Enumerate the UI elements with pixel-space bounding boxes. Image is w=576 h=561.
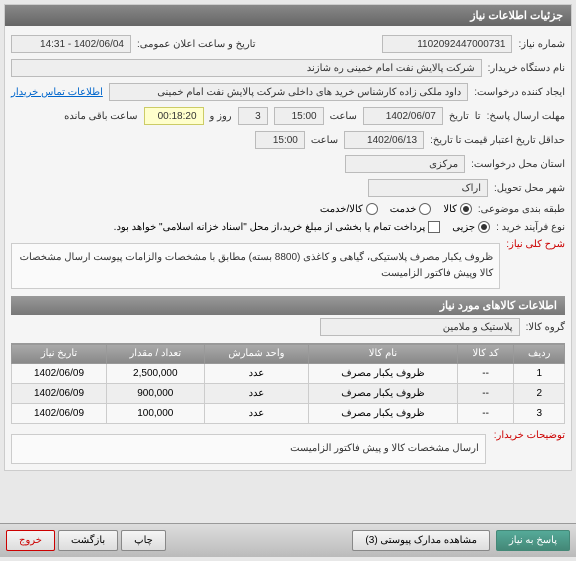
radio-khadmat-label: خدمت	[390, 204, 417, 215]
table-cell: 1402/06/09	[12, 404, 107, 424]
table-cell: 1402/06/09	[12, 384, 107, 404]
resp-deadline-label: مهلت ارسال پاسخ:	[487, 111, 565, 122]
requester-label: ایجاد کننده درخواست:	[474, 87, 565, 98]
valid-time-value: 15:00	[255, 131, 305, 149]
table-header: واحد شمارش	[204, 344, 309, 364]
goods-sub-header: اطلاعات کالاهای مورد نیاز	[11, 296, 565, 315]
province-label: استان محل درخواست:	[471, 159, 565, 170]
announce-date-label: تاریخ و ساعت اعلان عمومی:	[137, 39, 256, 50]
remaining-label: ساعت باقی مانده	[64, 111, 137, 122]
from-label: تا	[475, 111, 481, 122]
city-label: شهر محل تحویل:	[494, 183, 565, 194]
goods-group-label: گروه کالا:	[526, 322, 565, 333]
table-cell: --	[457, 384, 514, 404]
table-cell: 900,000	[107, 384, 205, 404]
ptype-label: نوع فرآیند خرید :	[496, 222, 565, 233]
table-cell: ظروف یکبار مصرف	[309, 404, 457, 424]
table-cell: --	[457, 364, 514, 384]
table-row[interactable]: 3--ظروف یکبار مصرفعدد100,0001402/06/09	[12, 404, 565, 424]
province-value: مرکزی	[345, 155, 465, 173]
day-and-label: روز و	[210, 111, 232, 122]
radio-kala[interactable]	[460, 203, 472, 215]
panel-body: شماره نیاز: 1102092447000731 تاریخ و ساع…	[5, 26, 571, 470]
table-cell: 100,000	[107, 404, 205, 424]
table-cell: 3	[514, 404, 565, 424]
table-header: کد کالا	[457, 344, 514, 364]
buyer-org-label: نام دستگاه خریدار:	[488, 63, 565, 74]
valid-date-value: 1402/06/13	[344, 131, 424, 149]
radio-kalakhadmat-label: کالا/خدمت	[320, 204, 363, 215]
goods-table: ردیفکد کالانام کالاواحد شمارشتعداد / مقد…	[11, 343, 565, 424]
buyer-notes-label: توضیحات خریدار:	[494, 430, 565, 441]
price-valid-label: حداقل تاریخ اعتبار قیمت تا تاریخ:	[430, 135, 565, 146]
radio-khadmat[interactable]	[419, 203, 431, 215]
checkbox-treasury[interactable]	[428, 221, 440, 233]
need-info-panel: جزئیات اطلاعات نیاز شماره نیاز: 11020924…	[4, 4, 572, 471]
need-desc-label: شرح کلی نیاز:	[506, 239, 565, 250]
attachments-button[interactable]: مشاهده مدارک پیوستی (3)	[352, 530, 490, 551]
table-cell: 1402/06/09	[12, 364, 107, 384]
requester-value: داود ملکی زاده کارشناس خرید های داخلی شر…	[109, 83, 468, 101]
need-desc-value: ظروف یکبار مصرف پلاستیکی، گیاهی و کاغذی …	[11, 243, 500, 289]
table-cell: عدد	[204, 364, 309, 384]
table-header: تاریخ نیاز	[12, 344, 107, 364]
table-cell: 2,500,000	[107, 364, 205, 384]
table-cell: عدد	[204, 384, 309, 404]
table-header: تعداد / مقدار	[107, 344, 205, 364]
need-no-value: 1102092447000731	[382, 35, 512, 53]
buyer-org-value: شرکت پالایش نفت امام خمینی ره شازند	[11, 59, 482, 77]
resp-time-value: 15:00	[274, 107, 324, 125]
table-cell: عدد	[204, 404, 309, 424]
radio-joze-label: جزیی	[452, 222, 475, 233]
table-row[interactable]: 2--ظروف یکبار مصرفعدد900,0001402/06/09	[12, 384, 565, 404]
remain-value: 00:18:20	[144, 107, 204, 125]
goods-group-value: پلاستیک و ملامین	[320, 318, 520, 336]
table-cell: ظروف یکبار مصرف	[309, 384, 457, 404]
back-button[interactable]: بازگشت	[58, 530, 118, 551]
table-header: نام کالا	[309, 344, 457, 364]
date-word: تاریخ	[449, 111, 469, 122]
resp-days-value: 3	[238, 107, 268, 125]
table-header: ردیف	[514, 344, 565, 364]
svc-cat-group: کالا خدمت کالا/خدمت	[320, 203, 472, 215]
city-value: اراک	[368, 179, 488, 197]
radio-kala-label: کالا	[443, 204, 457, 215]
hour-label-1: ساعت	[330, 111, 357, 122]
print-button[interactable]: چاپ	[121, 530, 166, 551]
table-cell: 2	[514, 384, 565, 404]
table-cell: --	[457, 404, 514, 424]
resp-date-value: 1402/06/07	[363, 107, 443, 125]
radio-kalakhadmat[interactable]	[366, 203, 378, 215]
table-cell: 1	[514, 364, 565, 384]
footer-bar: پاسخ به نیاز مشاهده مدارک پیوستی (3) چاپ…	[0, 523, 576, 557]
table-row[interactable]: 1--ظروف یکبار مصرفعدد2,500,0001402/06/09	[12, 364, 565, 384]
need-no-label: شماره نیاز:	[518, 39, 565, 50]
hour-label-2: ساعت	[311, 135, 338, 146]
exit-button[interactable]: خروج	[6, 530, 55, 551]
radio-joze[interactable]	[478, 221, 490, 233]
checkbox-treasury-label: پرداخت تمام یا بخشی از مبلغ خرید،از محل …	[114, 222, 426, 233]
ptype-group: جزیی پرداخت تمام یا بخشی از مبلغ خرید،از…	[114, 221, 490, 233]
buyer-notes-value: ارسال مشخصات کالا و پیش فاکتور الزامیست	[11, 434, 486, 464]
svc-cat-label: طبقه بندی موضوعی:	[478, 204, 565, 215]
contact-link[interactable]: اطلاعات تماس خریدار	[11, 87, 103, 98]
announce-date-value: 1402/06/04 - 14:31	[11, 35, 131, 53]
panel-header: جزئیات اطلاعات نیاز	[5, 5, 571, 26]
table-cell: ظروف یکبار مصرف	[309, 364, 457, 384]
respond-button[interactable]: پاسخ به نیاز	[496, 530, 570, 551]
